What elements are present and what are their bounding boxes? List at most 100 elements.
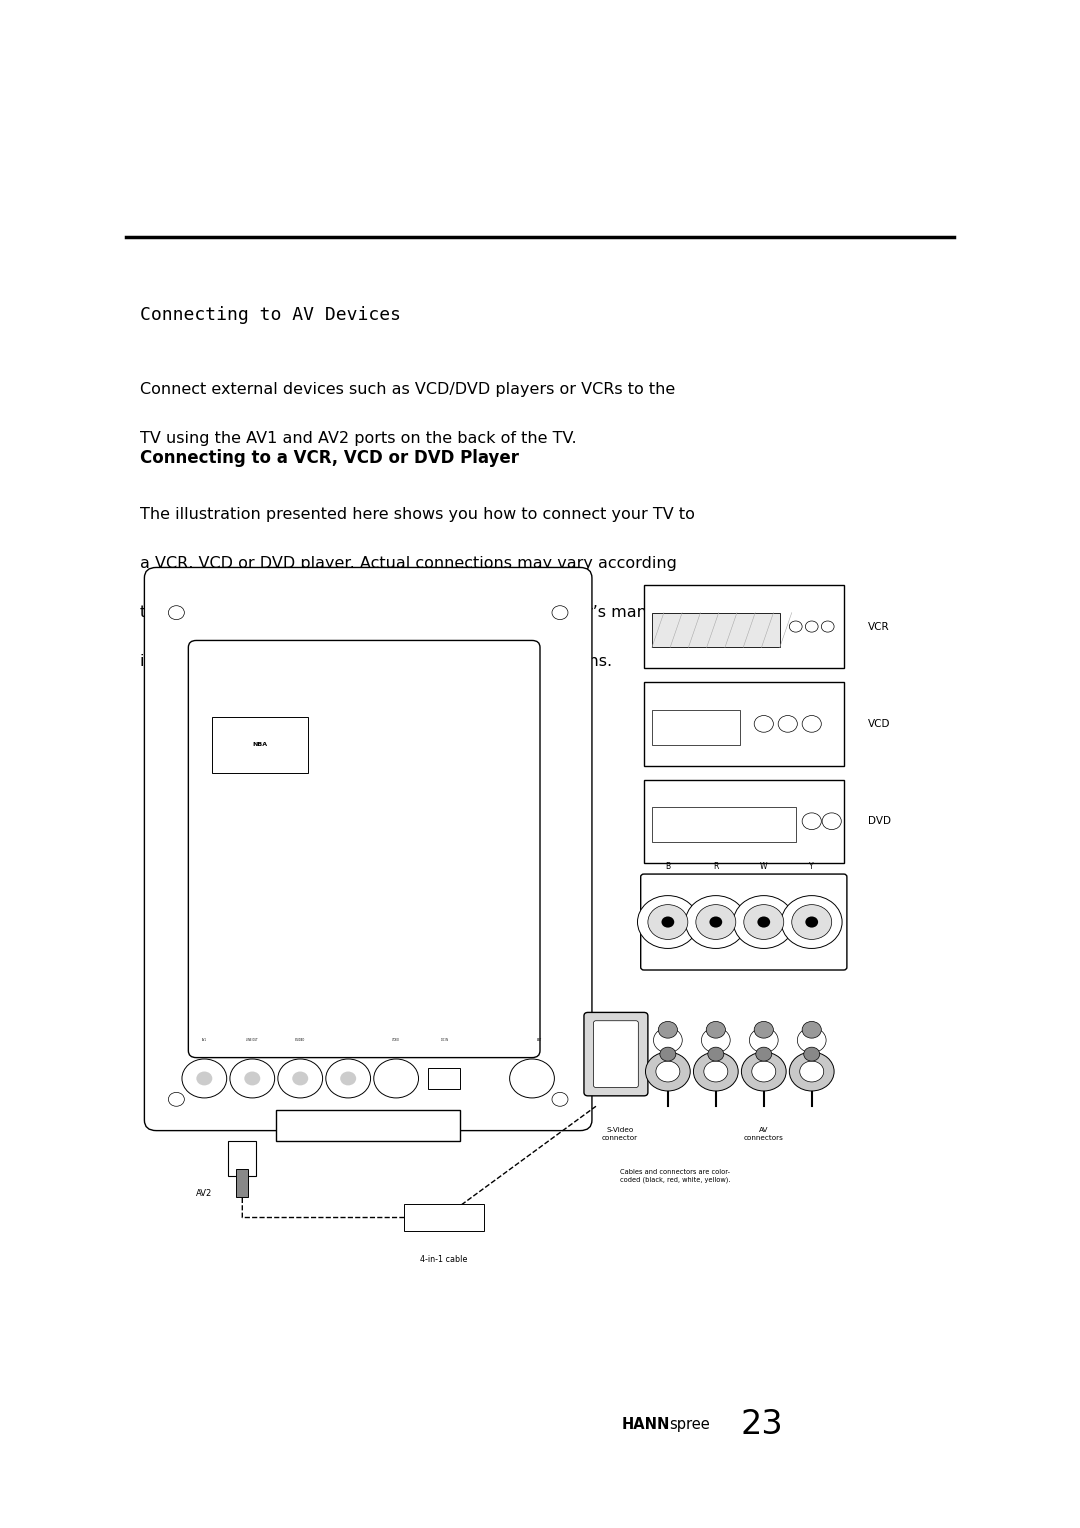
Text: LINE OUT: LINE OUT [246, 1038, 258, 1042]
Bar [404, 1204, 484, 1232]
Circle shape [781, 895, 842, 949]
Circle shape [806, 917, 819, 927]
Text: B: B [665, 862, 671, 871]
Circle shape [686, 895, 746, 949]
Text: NBA: NBA [253, 743, 268, 747]
Text: HANN: HANN [621, 1416, 670, 1432]
Circle shape [637, 895, 699, 949]
Circle shape [293, 1071, 308, 1085]
Text: a VCR, VCD or DVD player. Actual connections may vary according: a VCR, VCD or DVD player. Actual connect… [140, 556, 677, 571]
Circle shape [552, 605, 568, 620]
Text: Connecting to a VCR, VCD or DVD Player: Connecting to a VCR, VCD or DVD Player [140, 449, 519, 468]
Circle shape [802, 1021, 821, 1038]
Circle shape [779, 715, 797, 732]
Text: R: R [713, 862, 718, 871]
Text: 4-in-1 cable: 4-in-1 cable [420, 1254, 468, 1264]
Circle shape [168, 605, 185, 620]
Text: DC IN: DC IN [441, 1038, 447, 1042]
Text: Cables and connectors are color-
coded (black, red, white, yellow).: Cables and connectors are color- coded (… [620, 1169, 730, 1183]
Circle shape [797, 1028, 826, 1053]
Circle shape [278, 1059, 323, 1099]
Circle shape [168, 1093, 185, 1106]
Text: AV
connectors: AV connectors [744, 1128, 784, 1140]
Circle shape [707, 1047, 724, 1060]
Circle shape [804, 1047, 820, 1060]
Circle shape [802, 813, 821, 830]
Circle shape [802, 715, 821, 732]
Text: S-Video
connector: S-Video connector [602, 1128, 638, 1140]
Circle shape [756, 1047, 772, 1060]
Circle shape [757, 917, 770, 927]
Circle shape [197, 1071, 213, 1085]
Circle shape [653, 1028, 683, 1053]
Circle shape [340, 1071, 356, 1085]
Circle shape [230, 1059, 274, 1099]
Circle shape [822, 813, 841, 830]
Text: VIDEO: VIDEO [392, 1038, 400, 1042]
Circle shape [821, 620, 834, 633]
Circle shape [244, 1071, 260, 1085]
Text: AV1: AV1 [202, 1038, 207, 1042]
FancyBboxPatch shape [640, 874, 847, 970]
Circle shape [733, 895, 794, 949]
Circle shape [326, 1059, 370, 1099]
FancyBboxPatch shape [188, 640, 540, 1057]
Circle shape [752, 1060, 775, 1082]
FancyBboxPatch shape [594, 1021, 638, 1088]
Circle shape [693, 1053, 739, 1091]
Circle shape [648, 905, 688, 940]
Text: ANT: ANT [538, 1038, 542, 1042]
Text: VCR: VCR [867, 622, 889, 631]
Circle shape [660, 1047, 676, 1060]
Text: to the make and model of your device. Refer to the user’s manual: to the make and model of your device. Re… [140, 605, 672, 620]
Bar [228, 1141, 256, 1177]
Circle shape [704, 1060, 728, 1082]
Bar [644, 681, 843, 766]
Bar [652, 613, 780, 648]
Text: W: W [760, 862, 768, 871]
Circle shape [710, 917, 723, 927]
Circle shape [789, 1053, 834, 1091]
Bar [237, 1169, 248, 1196]
Circle shape [701, 1028, 730, 1053]
Bar [644, 779, 843, 863]
Circle shape [374, 1059, 419, 1099]
Bar [652, 711, 740, 744]
Bar [428, 1068, 460, 1089]
Bar [213, 717, 308, 773]
Circle shape [552, 1093, 568, 1106]
Text: TV using the AV1 and AV2 ports on the back of the TV.: TV using the AV1 and AV2 ports on the ba… [140, 431, 577, 446]
Text: 23: 23 [740, 1407, 783, 1441]
Text: Y: Y [809, 862, 814, 871]
Circle shape [181, 1059, 227, 1099]
Text: The illustration presented here shows you how to connect your TV to: The illustration presented here shows yo… [140, 507, 696, 523]
Circle shape [659, 1021, 677, 1038]
Text: AV2: AV2 [197, 1189, 213, 1198]
Circle shape [754, 1021, 773, 1038]
Circle shape [744, 905, 784, 940]
Text: Connecting to AV Devices: Connecting to AV Devices [140, 306, 402, 324]
Circle shape [661, 917, 674, 927]
Circle shape [792, 905, 832, 940]
Circle shape [789, 620, 802, 633]
Circle shape [510, 1059, 554, 1099]
Circle shape [741, 1053, 786, 1091]
Text: S-VIDEO: S-VIDEO [295, 1038, 306, 1042]
Bar [644, 585, 843, 668]
Circle shape [706, 1021, 726, 1038]
Circle shape [806, 620, 819, 633]
Circle shape [754, 715, 773, 732]
Circle shape [646, 1053, 690, 1091]
Text: VCD: VCD [867, 718, 890, 729]
Text: DVD: DVD [867, 816, 891, 827]
Circle shape [696, 905, 735, 940]
Text: spree: spree [670, 1416, 711, 1432]
Circle shape [750, 1028, 779, 1053]
FancyBboxPatch shape [145, 567, 592, 1131]
Text: Connect external devices such as VCD/DVD players or VCRs to the: Connect external devices such as VCD/DVD… [140, 382, 676, 397]
Text: included with the AV device for more detailed instructions.: included with the AV device for more det… [140, 654, 612, 669]
FancyBboxPatch shape [584, 1013, 648, 1096]
Bar [652, 807, 796, 842]
Circle shape [656, 1060, 680, 1082]
Circle shape [799, 1060, 824, 1082]
